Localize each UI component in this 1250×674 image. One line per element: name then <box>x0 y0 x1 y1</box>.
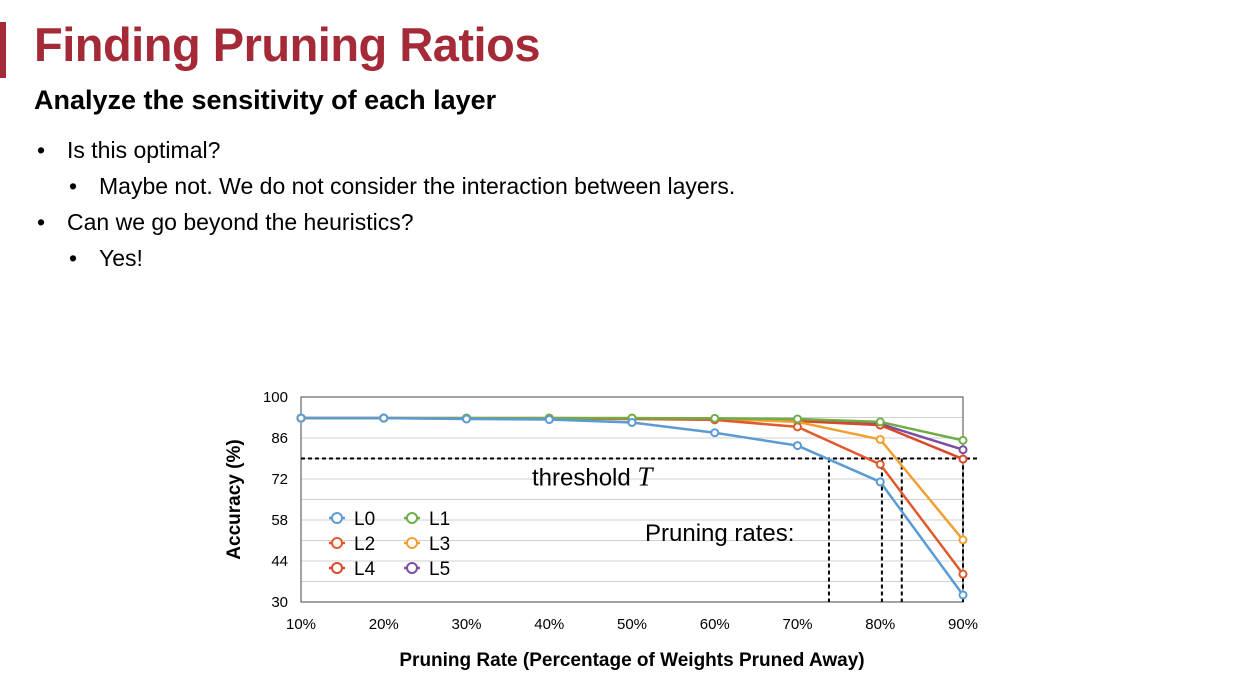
data-point-l0 <box>958 590 968 600</box>
data-point-l3 <box>958 535 968 545</box>
x-tick-label: 40% <box>534 616 564 633</box>
data-point-l0 <box>296 413 306 423</box>
threshold-label: threshold T <box>532 462 654 492</box>
legend-label-l2: L2 <box>354 534 375 555</box>
bullet-text: Can we go beyond the heuristics? <box>67 209 414 235</box>
threshold-symbol: T <box>637 462 654 492</box>
bullet-dot: • <box>69 173 78 199</box>
bullet-text: Is this optimal? <box>67 137 221 163</box>
x-tick-label: 20% <box>369 616 399 633</box>
bullet-dot: • <box>37 209 46 235</box>
data-point-l2 <box>793 422 802 432</box>
data-point-l1 <box>958 435 968 445</box>
x-tick-labels: 10% 20% 30% 40% 50% 60% 70% 80% 90% <box>286 616 978 633</box>
bullet-dot: • <box>37 137 46 163</box>
data-point-l0 <box>793 441 802 451</box>
x-axis-title: Pruning Rate (Percentage of Weights Prun… <box>399 650 864 671</box>
legend-marker-l3 <box>406 537 418 549</box>
legend-label-l0: L0 <box>354 509 375 530</box>
series-line-l0 <box>301 416 965 596</box>
data-point-l2 <box>875 459 885 469</box>
y-axis-title: Accuracy (%) <box>224 439 245 559</box>
legend: L0 L1 L2 L3 L4 L5 <box>329 509 450 580</box>
y-tick-labels: 30 44 58 72 86 100 <box>263 389 288 611</box>
series-line-l2 <box>301 416 964 575</box>
grid-lines <box>301 417 963 582</box>
legend-label-l1: L1 <box>429 509 450 530</box>
x-tick-label: 70% <box>782 616 812 633</box>
y-tick-label: 58 <box>271 512 288 529</box>
slide-title: Finding Pruning Ratios <box>34 18 540 71</box>
bullet-item: • Can we go beyond the heuristics? <box>37 209 414 236</box>
data-point-l2 <box>958 569 968 579</box>
data-point-l1 <box>793 414 802 424</box>
legend-label-l3: L3 <box>429 534 450 555</box>
title-accent-bar <box>0 22 6 78</box>
legend-marker-l4 <box>331 562 343 574</box>
y-tick-label: 30 <box>271 594 288 611</box>
data-point-l0 <box>379 413 389 423</box>
bullet-item: • Yes! <box>69 245 143 272</box>
slide-subtitle: Analyze the sensitivity of each layer <box>34 85 497 115</box>
x-tick-label: 60% <box>700 616 730 633</box>
bullet-item: • Maybe not. We do not consider the inte… <box>69 173 736 200</box>
bullet-text: Yes! <box>99 245 143 271</box>
legend-marker-l1 <box>406 512 418 524</box>
x-tick-label: 50% <box>617 616 647 633</box>
bullet-text: Maybe not. We do not consider the intera… <box>99 173 736 199</box>
data-point-l4 <box>958 454 968 464</box>
x-tick-label: 90% <box>948 616 978 633</box>
legend-marker-l2 <box>331 537 343 549</box>
data-point-l5 <box>958 445 968 455</box>
data-point-l0 <box>627 417 637 427</box>
y-tick-label: 72 <box>271 471 288 488</box>
pruning-rates-label: Pruning rates: <box>645 520 794 547</box>
legend-marker-l0 <box>331 512 343 524</box>
threshold-label-text: threshold <box>532 465 637 492</box>
y-tick-label: 100 <box>263 389 288 406</box>
series-layer <box>296 413 968 600</box>
data-point-l0 <box>710 428 720 438</box>
data-point-l1 <box>710 413 720 423</box>
legend-label-l4: L4 <box>354 559 376 580</box>
bullet-dot: • <box>69 245 78 271</box>
x-tick-label: 80% <box>865 616 895 633</box>
legend-label-l5: L5 <box>429 559 450 580</box>
legend-marker-l5 <box>406 562 418 574</box>
data-point-l1 <box>875 417 885 427</box>
data-point-l3 <box>875 434 885 444</box>
bullet-item: • Is this optimal? <box>37 137 221 164</box>
x-tick-label: 30% <box>451 616 481 633</box>
x-tick-label: 10% <box>286 616 316 633</box>
y-tick-label: 44 <box>271 553 288 570</box>
plot-frame <box>300 396 964 603</box>
y-tick-label: 86 <box>271 430 288 447</box>
data-point-l0 <box>875 477 885 487</box>
data-point-l0 <box>462 414 471 424</box>
data-point-l0 <box>544 415 554 425</box>
